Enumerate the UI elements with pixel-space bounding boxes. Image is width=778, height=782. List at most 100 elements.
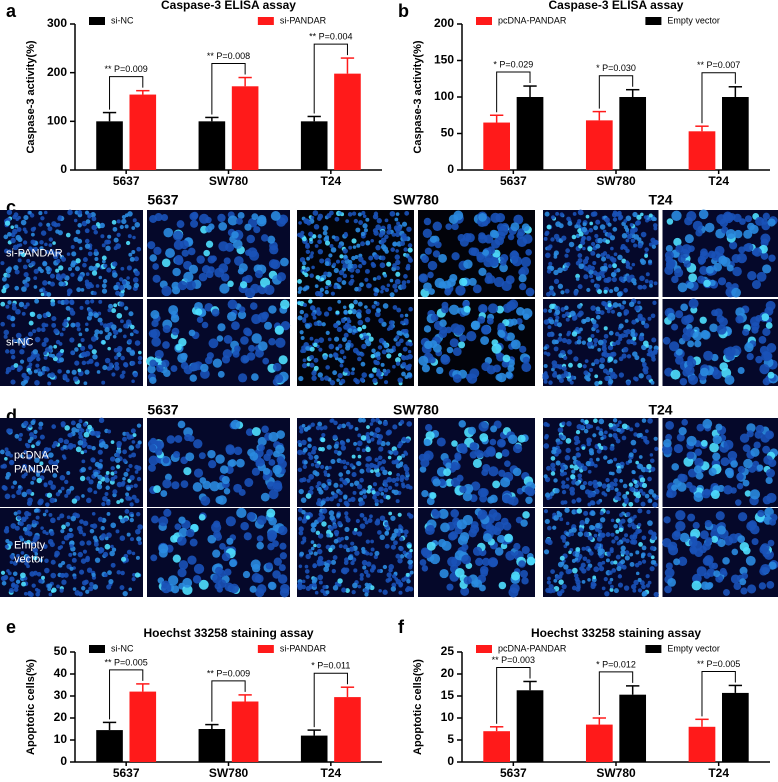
nucleus bbox=[712, 452, 721, 461]
nucleus bbox=[275, 337, 286, 348]
nucleus bbox=[234, 345, 241, 353]
nucleus bbox=[47, 480, 54, 486]
nucleus bbox=[375, 224, 382, 231]
nucleus bbox=[724, 375, 735, 385]
nucleus bbox=[572, 212, 577, 216]
nucleus bbox=[637, 588, 643, 593]
nucleus bbox=[198, 579, 209, 590]
nucleus bbox=[102, 365, 108, 371]
nucleus bbox=[81, 586, 86, 591]
nucleus bbox=[649, 545, 655, 551]
nucleus bbox=[166, 435, 176, 444]
nucleus bbox=[606, 551, 611, 556]
nucleus bbox=[481, 362, 491, 372]
micrograph bbox=[662, 209, 778, 298]
nucleus bbox=[739, 578, 747, 586]
nucleus bbox=[168, 305, 179, 315]
nucleus bbox=[751, 279, 762, 290]
nucleus bbox=[601, 274, 606, 279]
nucleus bbox=[127, 486, 131, 491]
nucleus bbox=[372, 377, 378, 384]
nucleus bbox=[631, 262, 636, 267]
nucleus bbox=[384, 543, 390, 549]
nucleus bbox=[390, 544, 396, 550]
nucleus bbox=[180, 352, 188, 360]
nucleus bbox=[160, 213, 169, 222]
chart-title: Hoechst 33258 staining assay bbox=[143, 626, 313, 640]
nucleus bbox=[310, 540, 315, 544]
nucleus bbox=[313, 551, 318, 556]
nucleus bbox=[10, 379, 16, 385]
nucleus bbox=[189, 538, 198, 547]
nucleus bbox=[647, 520, 653, 526]
nucleus bbox=[588, 227, 594, 233]
nucleus bbox=[633, 243, 638, 248]
nucleus bbox=[200, 363, 209, 373]
nucleus bbox=[267, 533, 277, 542]
nucleus bbox=[171, 481, 180, 490]
nucleus bbox=[50, 484, 56, 490]
nucleus bbox=[209, 481, 220, 492]
nucleus bbox=[421, 255, 430, 263]
nucleus bbox=[641, 418, 647, 423]
nucleus bbox=[43, 356, 48, 360]
nucleus bbox=[650, 313, 656, 319]
nucleus bbox=[569, 380, 574, 385]
nucleus bbox=[694, 340, 702, 348]
nucleus bbox=[359, 573, 364, 578]
nucleus bbox=[121, 370, 126, 375]
nucleus bbox=[42, 512, 47, 517]
nucleus bbox=[601, 491, 606, 496]
nucleus bbox=[616, 311, 622, 317]
nucleus bbox=[273, 557, 282, 566]
nucleus bbox=[49, 531, 55, 536]
nucleus bbox=[590, 333, 595, 338]
nucleus bbox=[566, 421, 572, 427]
nucleus bbox=[249, 302, 258, 310]
nucleus bbox=[93, 230, 99, 235]
nucleus bbox=[546, 224, 552, 230]
nucleus bbox=[108, 366, 113, 371]
nucleus bbox=[333, 420, 338, 426]
nucleus bbox=[80, 288, 85, 292]
nucleus bbox=[396, 472, 401, 477]
nucleus bbox=[382, 469, 388, 476]
nucleus bbox=[647, 476, 652, 482]
nucleus bbox=[666, 218, 674, 225]
nucleus bbox=[318, 559, 323, 564]
nucleus bbox=[576, 312, 583, 318]
nucleus bbox=[39, 461, 44, 466]
nucleus bbox=[703, 279, 711, 288]
nucleus bbox=[333, 538, 339, 544]
nucleus bbox=[83, 431, 90, 438]
nucleus bbox=[14, 269, 20, 275]
nucleus bbox=[700, 248, 708, 257]
nucleus bbox=[585, 316, 591, 323]
bar bbox=[516, 690, 544, 762]
nucleus bbox=[320, 277, 325, 282]
nucleus bbox=[359, 523, 366, 529]
nucleus bbox=[483, 449, 491, 458]
nucleus bbox=[6, 314, 12, 320]
nucleus bbox=[688, 374, 699, 385]
nucleus bbox=[228, 459, 237, 467]
nucleus bbox=[120, 319, 124, 324]
nucleus bbox=[66, 515, 71, 520]
nucleus bbox=[229, 559, 237, 568]
nucleus bbox=[516, 307, 525, 316]
nucleus bbox=[595, 522, 601, 529]
nucleus bbox=[651, 531, 657, 537]
nucleus bbox=[520, 256, 532, 268]
nucleus bbox=[559, 212, 564, 217]
nucleus bbox=[582, 481, 588, 486]
nucleus bbox=[635, 571, 640, 576]
nucleus bbox=[743, 458, 753, 469]
nucleus bbox=[128, 252, 133, 257]
nucleus bbox=[299, 477, 304, 483]
nucleus bbox=[56, 516, 61, 521]
nucleus bbox=[621, 258, 627, 264]
nucleus bbox=[6, 569, 10, 573]
nucleus bbox=[559, 517, 564, 522]
nucleus bbox=[36, 313, 43, 320]
nucleus bbox=[151, 515, 159, 524]
